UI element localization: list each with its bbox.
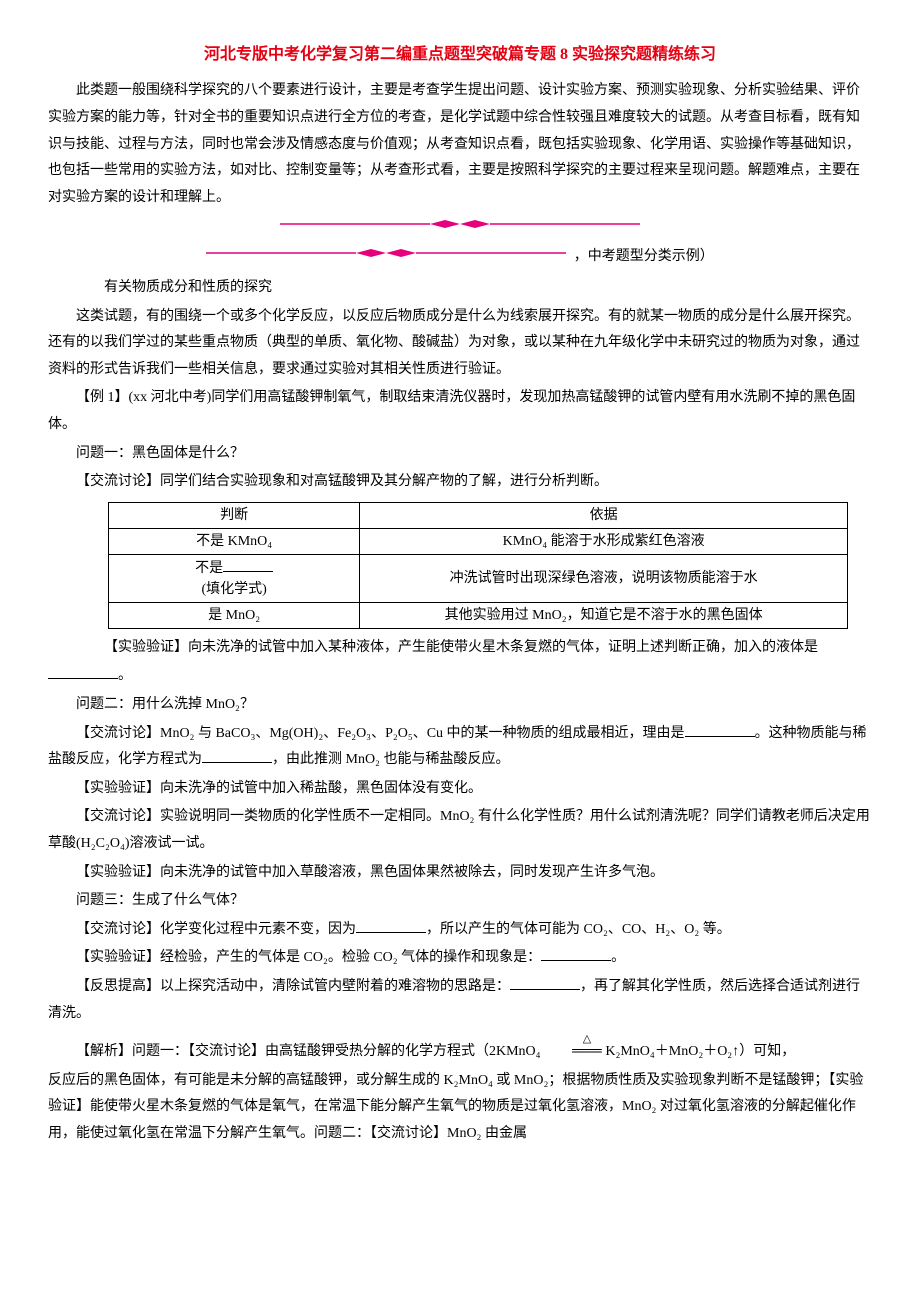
- analysis-2: 反应后的黑色固体，有可能是未分解的高锰酸钾，或分解生成的 K₂MnO₄ 或 Mn…: [48, 1068, 872, 1148]
- text: 【解析】问题一：【交流讨论】由高锰酸钾受热分解的化学方程式（2KMnO₄: [76, 1044, 544, 1059]
- text: 【反思提高】以上探究活动中，清除试管内壁附着的难溶物的思路是：: [76, 979, 510, 994]
- text: 【交流讨论】MnO₂ 与 BaCO₃、Mg(OH)₂、Fe₂O₃、P₂O₅、Cu…: [76, 726, 685, 741]
- table-cell: 冲洗试管时出现深绿色溶液，说明该物质能溶于水: [360, 554, 848, 602]
- cell-text: 不是: [195, 561, 223, 576]
- fill-blank[interactable]: [685, 722, 755, 737]
- table-header: 依据: [360, 502, 848, 528]
- table-cell: 其他实验用过 MnO₂，知道它是不溶于水的黑色固体: [360, 602, 848, 628]
- table-row: 不是 KMnO₄ KMnO₄ 能溶于水形成紫红色溶液: [109, 528, 848, 554]
- table-header: 判断: [109, 502, 360, 528]
- discussion-3: 【交流讨论】实验说明同一类物质的化学性质不一定相同。MnO₂ 有什么化学性质？用…: [48, 804, 872, 857]
- question-2: 问题二：用什么洗掉 MnO₂？: [48, 692, 872, 719]
- fill-blank[interactable]: [48, 664, 118, 679]
- intro-paragraph: 此类题一般围绕科学探究的八个要素进行设计，主要是考查学生提出问题、设计实验方案、…: [48, 78, 872, 211]
- para-1: 这类试题，有的围绕一个或多个化学反应，以反应后物质成分是什么为线索展开探究。有的…: [48, 304, 872, 384]
- divider-top: [48, 215, 872, 242]
- judgment-table: 判断 依据 不是 KMnO₄ KMnO₄ 能溶于水形成紫红色溶液 不是 (填化学…: [108, 502, 848, 629]
- experiment-3: 【实验验证】向未洗净的试管中加入草酸溶液，黑色固体果然被除去，同时发现产生许多气…: [48, 860, 872, 887]
- experiment-4: 【实验验证】经检验，产生的气体是 CO₂。检验 CO₂ 气体的操作和现象是： 。: [48, 945, 872, 972]
- table-cell: KMnO₄ 能溶于水形成紫红色溶液: [360, 528, 848, 554]
- experiment-2: 【实验验证】向未洗净的试管中加入稀盐酸，黑色固体没有变化。: [48, 776, 872, 803]
- table-cell: 是 MnO₂: [109, 602, 360, 628]
- para-2: 【例 1】(xx 河北中考)同学们用高锰酸钾制氧气，制取结束清洗仪器时，发现加热…: [48, 385, 872, 438]
- table-row: 是 MnO₂ 其他实验用过 MnO₂，知道它是不溶于水的黑色固体: [109, 602, 848, 628]
- caption-text: ，中考题型分类示例）: [574, 244, 714, 271]
- text: 【交流讨论】化学变化过程中元素不变，因为: [76, 922, 356, 937]
- discussion-4: 【交流讨论】化学变化过程中元素不变，因为 ，所以产生的气体可能为 CO₂、CO、H…: [48, 917, 872, 944]
- subheading: 有关物质成分和性质的探究: [48, 275, 872, 302]
- question-1: 问题一：黑色固体是什么？: [48, 441, 872, 468]
- fill-blank[interactable]: [356, 918, 426, 933]
- page-title: 河北专版中考化学复习第二编重点题型突破篇专题 8 实验探究题精练练习: [48, 40, 872, 70]
- fill-blank[interactable]: [541, 946, 611, 961]
- text: 。: [118, 668, 132, 683]
- fill-blank[interactable]: [223, 557, 273, 572]
- table-row: 判断 依据: [109, 502, 848, 528]
- discussion-1: 【交流讨论】同学们结合实验现象和对高锰酸钾及其分解产物的了解，进行分析判断。: [48, 469, 872, 496]
- equation-condition: △═══: [544, 1039, 602, 1066]
- table-cell: 不是 (填化学式): [109, 554, 360, 602]
- discussion-2: 【交流讨论】MnO₂ 与 BaCO₃、Mg(OH)₂、Fe₂O₃、P₂O₅、Cu…: [48, 721, 872, 774]
- text: 【实验验证】向未洗净的试管中加入某种液体，产生能使带火星木条复燃的气体，证明上述…: [104, 640, 818, 655]
- triangle-symbol: △: [555, 1029, 591, 1050]
- text: 。: [611, 950, 625, 965]
- text: K₂MnO₄＋MnO₂＋O₂↑）可知，: [602, 1044, 795, 1059]
- divider-bottom: ，中考题型分类示例）: [48, 244, 872, 271]
- experiment-1: 【实验验证】向未洗净的试管中加入某种液体，产生能使带火星木条复燃的气体，证明上述…: [48, 635, 872, 662]
- cell-text: (填化学式): [201, 582, 266, 597]
- text: 【实验验证】经检验，产生的气体是 CO₂。检验 CO₂ 气体的操作和现象是：: [76, 950, 541, 965]
- fill-blank[interactable]: [510, 975, 580, 990]
- table-row: 不是 (填化学式) 冲洗试管时出现深绿色溶液，说明该物质能溶于水: [109, 554, 848, 602]
- reflection: 【反思提高】以上探究活动中，清除试管内壁附着的难溶物的思路是：，再了解其化学性质…: [48, 974, 872, 1027]
- question-3: 问题三：生成了什么气体？: [48, 888, 872, 915]
- analysis-1: 【解析】问题一：【交流讨论】由高锰酸钾受热分解的化学方程式（2KMnO₄ △══…: [48, 1039, 872, 1066]
- text: ，由此推测 MnO₂ 也能与稀盐酸反应。: [272, 752, 509, 767]
- fill-blank[interactable]: [202, 748, 272, 763]
- text: ，所以产生的气体可能为 CO₂、CO、H₂、O₂ 等。: [426, 922, 731, 937]
- experiment-1b: 。: [48, 663, 872, 690]
- table-cell: 不是 KMnO₄: [109, 528, 360, 554]
